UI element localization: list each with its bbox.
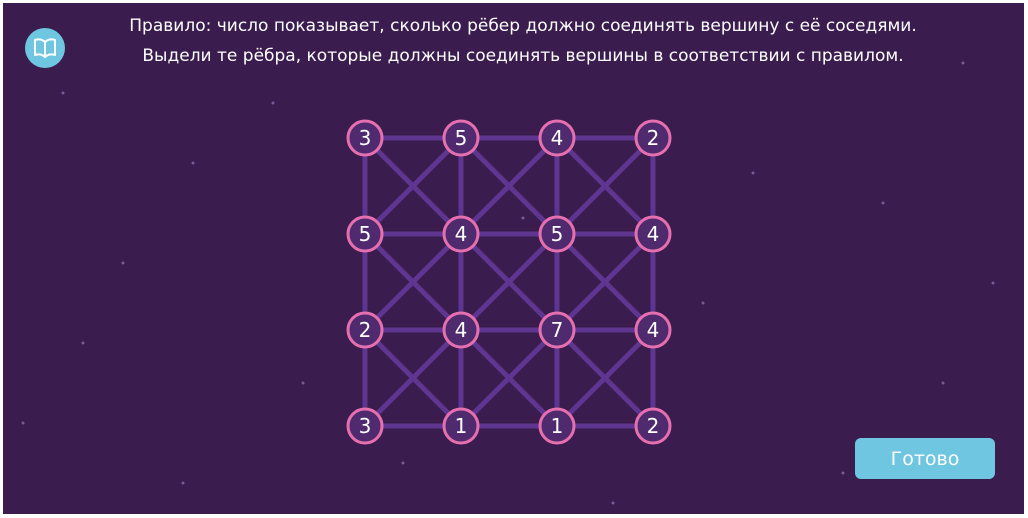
- graph-node: 3: [346, 119, 384, 157]
- graph-edge[interactable]: [363, 328, 463, 428]
- star: [181, 481, 185, 485]
- star: [991, 281, 995, 285]
- graph-node: 1: [442, 407, 480, 445]
- graph-board: 3 5 4 2 5 4 5 4 2 4 7 4 3 1 1 2: [21, 61, 995, 505]
- task-text: Выдели те рёбра, которые должны соединят…: [142, 46, 904, 66]
- star: [751, 171, 755, 175]
- node-degree: 2: [647, 414, 660, 438]
- star: [271, 101, 275, 105]
- star: [61, 91, 65, 95]
- star: [701, 301, 705, 305]
- star: [401, 461, 405, 465]
- graph-node: 7: [538, 311, 576, 349]
- node-degree: 2: [359, 318, 372, 342]
- star: [961, 61, 965, 65]
- node-degree: 4: [647, 222, 660, 246]
- graph-node: 2: [346, 311, 384, 349]
- node-degree: 5: [455, 126, 468, 150]
- node-degree: 4: [647, 318, 660, 342]
- graph-node: 1: [538, 407, 576, 445]
- star: [191, 161, 195, 165]
- star: [611, 501, 615, 505]
- graph-node: 5: [346, 215, 384, 253]
- node-degree: 1: [455, 414, 468, 438]
- node-degree: 3: [359, 126, 372, 150]
- node-degree: 4: [551, 126, 564, 150]
- node-degree: 7: [551, 318, 564, 342]
- graph-node: 3: [346, 407, 384, 445]
- graph-node: 5: [538, 215, 576, 253]
- star: [81, 341, 85, 345]
- graph-edge[interactable]: [363, 136, 463, 236]
- star: [841, 471, 845, 475]
- graph-edge[interactable]: [363, 232, 463, 332]
- graph-node: 2: [634, 119, 672, 157]
- node-degree: 5: [359, 222, 372, 246]
- star: [121, 261, 125, 265]
- graph-node: 4: [634, 215, 672, 253]
- node-degree: 3: [359, 414, 372, 438]
- node-degree: 1: [551, 414, 564, 438]
- star: [301, 381, 305, 385]
- graph-node: 5: [442, 119, 480, 157]
- graph-edge[interactable]: [459, 328, 559, 428]
- done-button[interactable]: Готово: [855, 438, 995, 479]
- node-degree: 4: [455, 222, 468, 246]
- graph-node: 4: [538, 119, 576, 157]
- graph-edge[interactable]: [459, 232, 559, 332]
- graph-node: 4: [634, 311, 672, 349]
- graph-node: 2: [634, 407, 672, 445]
- help-button[interactable]: [25, 28, 65, 68]
- rule-text: Правило: число показывает, сколько рёбер…: [129, 16, 917, 36]
- graph-edge[interactable]: [555, 328, 655, 428]
- game-area: Правило: число показывает, сколько рёбер…: [3, 3, 1024, 514]
- star: [521, 216, 525, 220]
- node-degree: 2: [647, 126, 660, 150]
- graph-node: 4: [442, 215, 480, 253]
- book-icon: [34, 38, 56, 58]
- star: [881, 201, 885, 205]
- star: [21, 421, 25, 425]
- graph-edge[interactable]: [459, 136, 559, 236]
- graph-edge[interactable]: [555, 136, 655, 236]
- graph-node: 4: [442, 311, 480, 349]
- node-degree: 5: [551, 222, 564, 246]
- graph-edge[interactable]: [555, 232, 655, 332]
- node-degree: 4: [455, 318, 468, 342]
- star: [941, 381, 945, 385]
